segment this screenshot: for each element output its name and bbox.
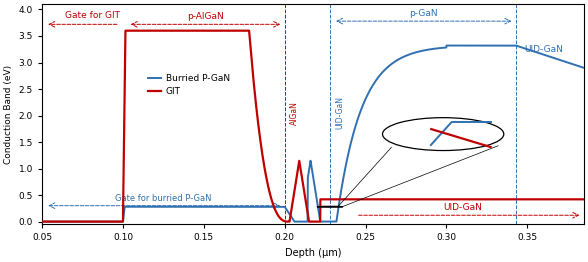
Text: UID-GaN: UID-GaN (524, 45, 563, 54)
Ellipse shape (383, 118, 504, 151)
Text: p-AlGaN: p-AlGaN (187, 12, 224, 21)
Legend: Burried P-GaN, GIT: Burried P-GaN, GIT (144, 70, 233, 100)
Text: UID-GaN: UID-GaN (336, 96, 345, 129)
Y-axis label: Conduction Band (eV): Conduction Band (eV) (4, 65, 13, 164)
Text: p-GaN: p-GaN (409, 9, 438, 18)
X-axis label: Depth (μm): Depth (μm) (285, 248, 341, 258)
Text: UID-GaN: UID-GaN (443, 203, 482, 212)
Text: Gate for GIT: Gate for GIT (65, 11, 120, 20)
Text: Gate for burried P-GaN: Gate for burried P-GaN (115, 194, 212, 203)
Text: AlGaN: AlGaN (290, 101, 299, 125)
